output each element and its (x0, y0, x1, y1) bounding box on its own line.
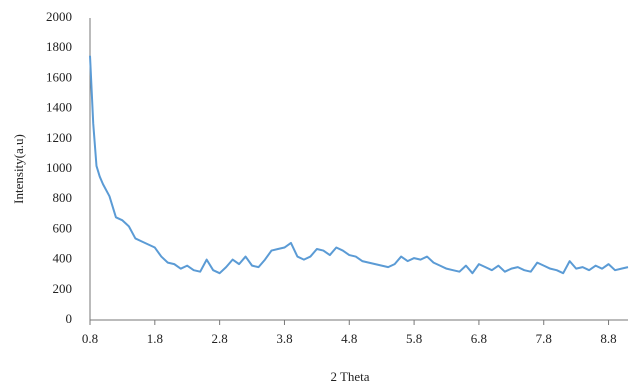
x-tick-label: 2.8 (212, 331, 228, 346)
y-axis-title: Intensity(a.u) (11, 134, 26, 204)
x-tick-label: 3.8 (276, 331, 292, 346)
y-tick-label: 1800 (46, 39, 72, 54)
y-tick-label: 400 (53, 251, 73, 266)
y-tick-label: 200 (53, 281, 73, 296)
y-tick-label: 600 (53, 220, 73, 235)
y-tick-label: 1400 (46, 100, 72, 115)
y-tick-label: 1200 (46, 130, 72, 145)
y-tick-label: 800 (53, 190, 73, 205)
x-tick-label: 0.8 (82, 331, 98, 346)
y-tick-label: 2000 (46, 9, 72, 24)
y-tick-label: 1000 (46, 160, 72, 175)
x-axis-title: 2 Theta (330, 369, 369, 384)
y-tick-label: 0 (66, 311, 73, 326)
x-tick-label: 5.8 (406, 331, 422, 346)
data-line (89, 55, 629, 275)
x-tick-label: 1.8 (147, 331, 163, 346)
x-tick-label: 8.8 (600, 331, 616, 346)
x-tick-label: 4.8 (341, 331, 357, 346)
y-tick-label: 1600 (46, 69, 72, 84)
x-tick-label: 7.8 (536, 331, 552, 346)
x-tick-label: 6.8 (471, 331, 487, 346)
